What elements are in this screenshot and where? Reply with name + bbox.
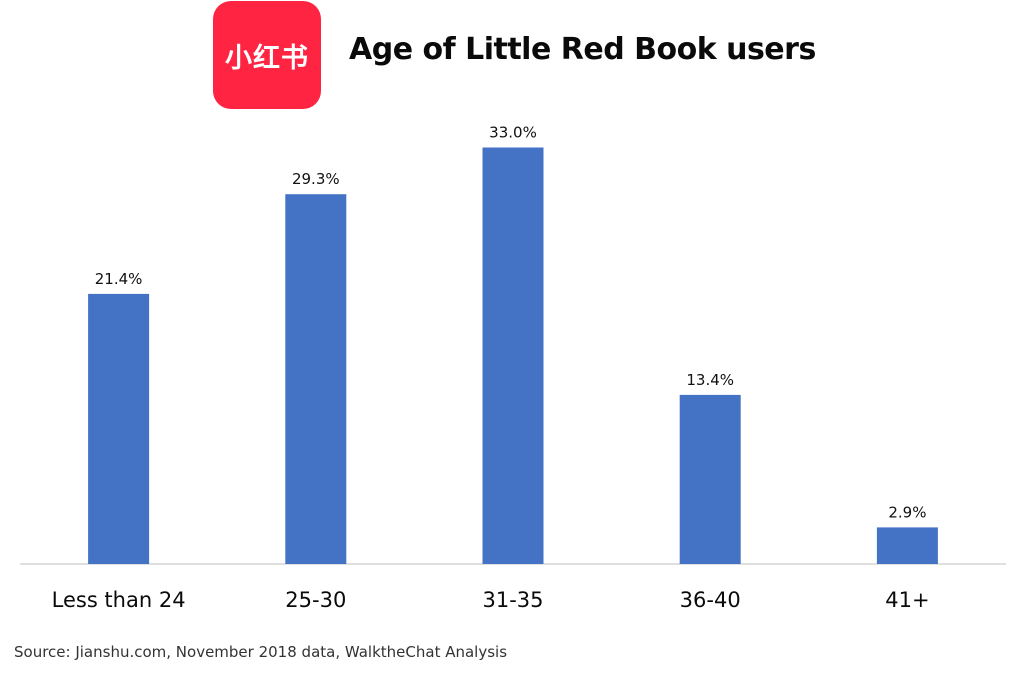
chart-title: Age of Little Red Book users — [349, 32, 816, 67]
x-tick-label: Less than 24 — [52, 588, 186, 612]
xiaohongshu-logo: 小红书 — [213, 1, 321, 109]
bar — [482, 147, 544, 564]
data-label: 33.0% — [489, 124, 537, 142]
x-tick-label: 41+ — [885, 588, 929, 612]
x-tick-label: 36-40 — [680, 588, 741, 612]
bar — [88, 293, 150, 564]
bar — [876, 527, 938, 564]
source-note: Source: Jianshu.com, November 2018 data,… — [14, 643, 508, 661]
x-tick-label: 25-30 — [285, 588, 346, 612]
data-label: 29.3% — [292, 170, 340, 188]
bar — [679, 394, 741, 564]
data-label: 21.4% — [95, 270, 143, 288]
logo-text: 小红书 — [225, 42, 309, 74]
data-label: 13.4% — [686, 371, 734, 389]
data-label: 2.9% — [888, 503, 926, 521]
bar — [285, 194, 347, 564]
x-tick-label: 31-35 — [482, 588, 543, 612]
